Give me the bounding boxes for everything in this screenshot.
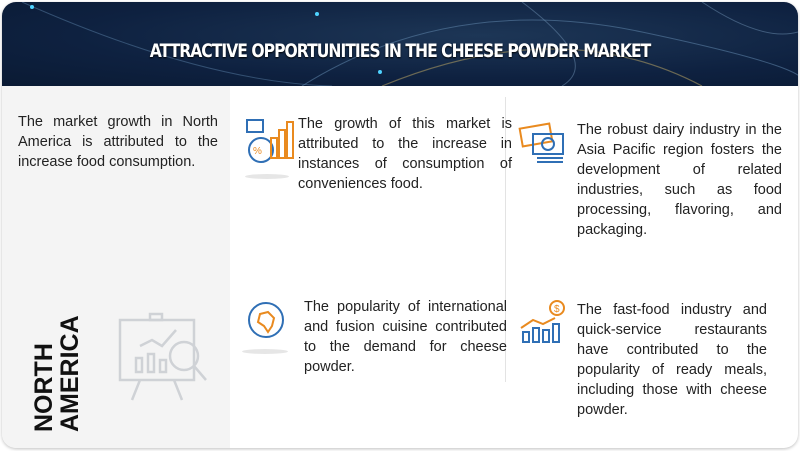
region-label: NORTH AMERICA	[30, 312, 84, 432]
region-label-line1: NORTH	[30, 343, 58, 432]
svg-text:$: $	[554, 304, 560, 315]
money-icon	[518, 122, 564, 163]
page-title: ATTRACTIVE OPPORTUNITIES IN THE CHEESE P…	[149, 40, 652, 62]
header-banner: ATTRACTIVE OPPORTUNITIES IN THE CHEESE P…	[2, 2, 798, 86]
dollar-growth-icon: $	[520, 300, 565, 343]
header-background-lines-icon	[21, 2, 798, 86]
growth-chart-icon: %	[246, 119, 294, 163]
icon-shadow	[242, 349, 288, 354]
globe-icon	[248, 302, 284, 338]
region-label-line2: AMERICA	[56, 315, 84, 432]
point-text-3: The popularity of international and fusi…	[304, 299, 507, 375]
point-text-2: The robust dairy industry in the Asia Pa…	[577, 122, 782, 238]
region-summary-text: The market growth in North America is at…	[18, 114, 218, 170]
svg-text:%: %	[253, 146, 262, 157]
column-divider	[505, 97, 506, 382]
left-panel: The market growth in North America is at…	[2, 86, 230, 448]
icon-shadow	[245, 174, 289, 179]
point-text-1: The growth of this market is attributed …	[298, 116, 512, 192]
presentation-analytics-icon	[118, 312, 207, 401]
point-text-4: The fast-food industry and quick-service…	[577, 302, 767, 418]
